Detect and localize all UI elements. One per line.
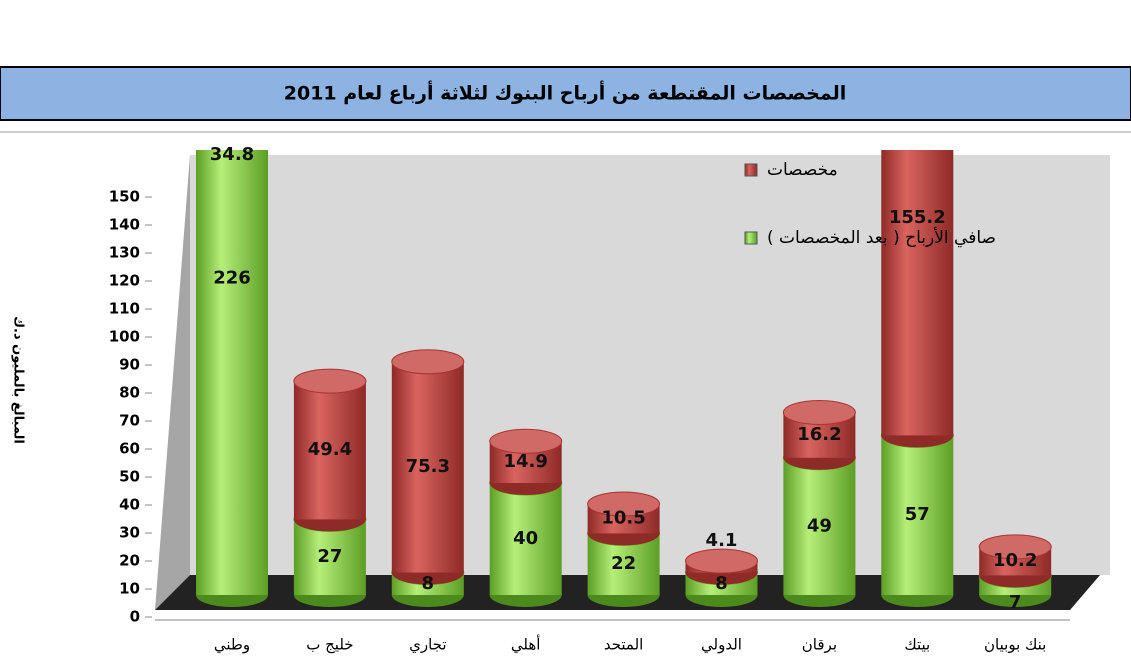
- bar: [196, 150, 268, 595]
- value-label: 49: [807, 515, 832, 536]
- bar: [489, 483, 562, 595]
- y-tick-label: 40: [119, 496, 140, 514]
- y-tick-label: 60: [119, 440, 140, 458]
- y-axis-title: المبالغ بالمليون د.ك: [11, 316, 26, 444]
- x-tick-label: خليج ب: [306, 636, 353, 654]
- legend-label: صافي الأرباح ( بعد المخصصات ): [767, 227, 996, 248]
- legend-label: مخصصات: [767, 160, 838, 180]
- y-tick-label: 110: [109, 300, 140, 318]
- cylinder-top: [391, 349, 465, 375]
- cylinder-top: [978, 534, 1052, 560]
- bar: [783, 457, 856, 595]
- chart-title: المخصصات المقتطعة من أرباح البنوك لثلاثة…: [284, 81, 846, 105]
- y-tick-label: 80: [119, 384, 140, 402]
- x-tick-label: الدولي: [701, 636, 742, 655]
- value-label: 14.9: [503, 451, 547, 472]
- y-tick-label: 100: [109, 328, 140, 346]
- value-label: 7: [1009, 592, 1022, 613]
- value-label: 34.8: [210, 144, 254, 165]
- y-tick-label: 20: [119, 552, 140, 570]
- x-tick-label: وطني: [214, 636, 250, 655]
- y-tick-label: 120: [109, 272, 140, 290]
- y-tick-label: 90: [119, 356, 140, 374]
- value-label: 10.2: [993, 550, 1037, 571]
- value-label: 57: [905, 504, 930, 525]
- y-tick-label: 10: [119, 580, 140, 598]
- value-label: 75.3: [406, 456, 450, 477]
- title-bar: [0, 66, 1131, 121]
- y-tick-label: 140: [109, 216, 140, 234]
- value-label: 49.4: [308, 439, 352, 460]
- y-tick-label: 150: [109, 188, 140, 206]
- x-tick-label: بنك بوبيان: [984, 636, 1046, 654]
- y-tick-label: 70: [119, 412, 140, 430]
- value-label: 4.1: [706, 530, 738, 551]
- value-label: 27: [317, 546, 342, 567]
- y-tick-label: 130: [109, 244, 140, 262]
- cylinder-top: [587, 491, 661, 517]
- x-tick-label: تجاري: [409, 636, 446, 655]
- x-tick-label: برقان: [802, 636, 837, 654]
- value-label: 226: [213, 268, 251, 289]
- y-tick-label: 30: [119, 524, 140, 542]
- cylinder-top: [881, 0, 953, 13]
- bar: [881, 435, 954, 595]
- legend-swatch: [744, 163, 758, 177]
- x-tick-label: المتحد: [604, 636, 644, 654]
- value-label: 40: [513, 528, 538, 549]
- bar: [293, 381, 366, 520]
- side-wall: [155, 155, 190, 610]
- value-label: 8: [715, 573, 728, 594]
- legend-swatch: [744, 231, 758, 245]
- bar: [293, 519, 366, 595]
- value-label: 22: [611, 553, 636, 574]
- cylinder-top: [293, 368, 367, 394]
- value-label: 155.2: [889, 207, 946, 228]
- y-tick-label: 50: [119, 468, 140, 486]
- bar: [391, 361, 464, 573]
- value-label: 10.5: [601, 508, 645, 529]
- cylinder-top: [489, 428, 563, 454]
- y-tick-label: 0: [130, 608, 140, 626]
- value-label: 8: [422, 573, 435, 594]
- value-label: 16.2: [797, 424, 841, 445]
- x-tick-label: أهلي: [511, 635, 541, 655]
- x-tick-label: بيتك: [904, 636, 930, 654]
- bar: [881, 150, 954, 436]
- cylinder-top: [685, 548, 758, 574]
- cylinder-top: [782, 399, 856, 425]
